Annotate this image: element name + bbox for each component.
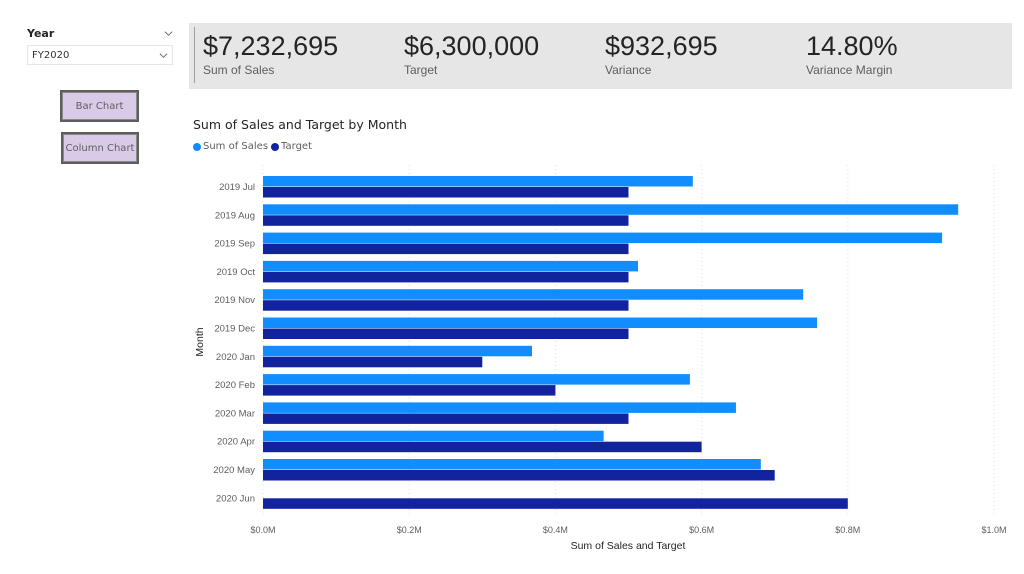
legend-dot-icon — [271, 142, 280, 151]
y-tick-label: 2020 Feb — [215, 380, 255, 391]
chart-legend: Sum of Sales Target — [193, 141, 315, 152]
kpi-label: Variance — [605, 63, 652, 77]
kpi-value: $932,695 — [605, 31, 718, 61]
column-chart-button[interactable]: Column Chart — [61, 132, 139, 164]
y-tick-label: 2020 Mar — [215, 408, 255, 419]
year-dropdown-value: FY2020 — [32, 49, 70, 61]
bar-chart-button[interactable]: Bar Chart — [60, 90, 139, 122]
bar-target[interactable] — [263, 271, 629, 283]
chart-title: Sum of Sales and Target by Month — [193, 117, 407, 132]
bar-sales[interactable] — [263, 459, 761, 470]
x-tick-label: $0.0M — [250, 525, 275, 535]
bar-sales[interactable] — [263, 204, 959, 215]
kpi-value: $6,300,000 — [404, 31, 540, 61]
bar-target[interactable] — [263, 300, 629, 311]
legend-label: Target — [281, 141, 312, 152]
x-tick-label: $1.0M — [981, 525, 1006, 535]
bar-target[interactable] — [263, 498, 848, 509]
kpi-card-strip: $7,232,695 Sum of Sales $6,300,000 Targe… — [189, 23, 1012, 89]
y-tick-label: 2020 Jan — [216, 352, 255, 363]
chevron-down-icon[interactable] — [164, 29, 173, 38]
bar-sales[interactable] — [263, 289, 804, 300]
kpi-target: $6,300,000 Target — [404, 29, 539, 77]
bar-target[interactable] — [263, 328, 629, 340]
legend-label: Sum of Sales — [203, 141, 269, 152]
bar-target[interactable] — [263, 215, 629, 226]
bar-sales[interactable] — [263, 402, 736, 413]
chevron-down-icon — [159, 52, 168, 58]
bar-sales[interactable] — [263, 317, 818, 329]
legend-dot-icon — [193, 142, 201, 151]
slicer-header[interactable]: Year — [27, 24, 173, 42]
y-tick-label: 2019 Sep — [214, 239, 255, 250]
legend-item-target[interactable]: Target — [271, 141, 312, 152]
bar-sales[interactable] — [263, 176, 693, 187]
y-tick-label: 2019 Nov — [214, 295, 255, 306]
bar-target[interactable] — [263, 385, 556, 396]
kpi-variance-margin: 14.80% Variance Margin — [806, 29, 898, 77]
kpi-label: Variance Margin — [806, 63, 893, 77]
kpi-variance: $932,695 Variance — [605, 29, 718, 77]
x-tick-label: $0.8M — [835, 525, 860, 535]
y-tick-label: 2019 Oct — [216, 267, 255, 278]
x-tick-label: $0.4M — [543, 525, 568, 535]
y-tick-label: 2020 Jun — [216, 493, 255, 504]
bar-target[interactable] — [263, 243, 629, 255]
kpi-value: 14.80% — [806, 31, 898, 61]
year-dropdown[interactable]: FY2020 — [27, 45, 173, 65]
bar-target[interactable] — [263, 441, 702, 453]
year-slicer: Year FY2020 — [27, 24, 173, 65]
bar-sales[interactable] — [263, 374, 690, 385]
kpi-label: Target — [404, 63, 438, 77]
bar-sales[interactable] — [263, 430, 604, 442]
y-tick-label: 2020 May — [213, 465, 255, 476]
y-axis-title: Month — [194, 327, 206, 356]
slicer-title: Year — [27, 26, 55, 40]
y-tick-label: 2019 Dec — [214, 324, 255, 335]
x-tick-label: $0.6M — [689, 525, 714, 535]
y-tick-label: 2019 Aug — [215, 210, 255, 221]
y-tick-label: 2020 Apr — [217, 437, 255, 448]
bar-sales[interactable] — [263, 345, 533, 357]
bar-target[interactable] — [263, 356, 483, 368]
x-tick-label: $0.2M — [397, 525, 422, 535]
bar-target[interactable] — [263, 413, 629, 424]
x-axis-title: Sum of Sales and Target — [571, 540, 686, 552]
kpi-label: Sum of Sales — [203, 63, 275, 77]
bar-target[interactable] — [263, 187, 629, 198]
kpi-sum-of-sales: $7,232,695 Sum of Sales — [203, 29, 338, 77]
kpi-value: $7,232,695 — [203, 31, 339, 61]
bar-sales[interactable] — [263, 260, 639, 272]
bar-target[interactable] — [263, 470, 775, 481]
bar-sales[interactable] — [263, 232, 943, 244]
legend-item-sales[interactable]: Sum of Sales — [193, 141, 268, 152]
y-tick-label: 2019 Jul — [219, 182, 255, 193]
